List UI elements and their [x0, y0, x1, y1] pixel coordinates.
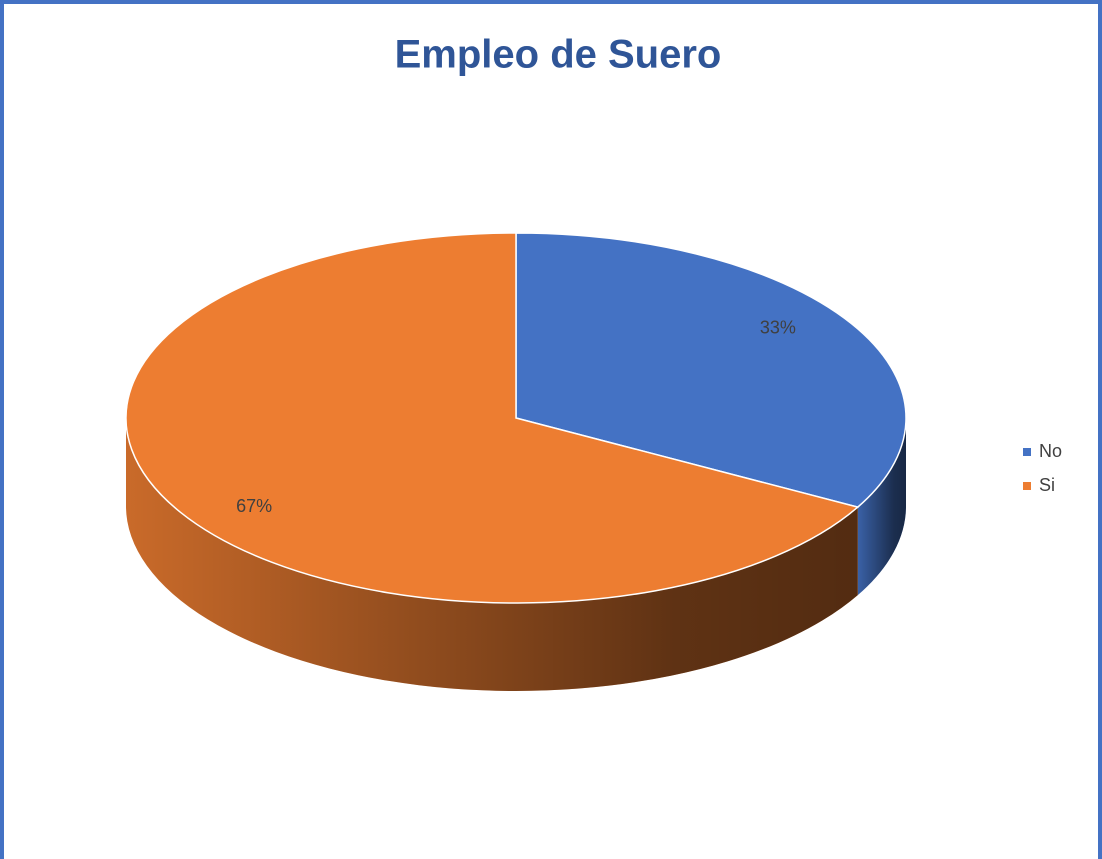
legend: No Si [1023, 441, 1062, 495]
pie: 33% 67% [125, 232, 907, 691]
legend-label: Si [1039, 475, 1055, 495]
pie-slice [515, 232, 907, 508]
legend-swatch [1023, 482, 1031, 490]
legend-label: No [1039, 441, 1062, 461]
pie-slice-side-shade [126, 418, 858, 691]
data-label: 33% [760, 317, 796, 337]
pie-slice-side-shade [857, 418, 906, 596]
chart-title: Empleo de Suero [395, 33, 722, 77]
data-label: 67% [236, 496, 272, 516]
legend-swatch [1023, 448, 1031, 456]
pie-slice [125, 232, 860, 604]
